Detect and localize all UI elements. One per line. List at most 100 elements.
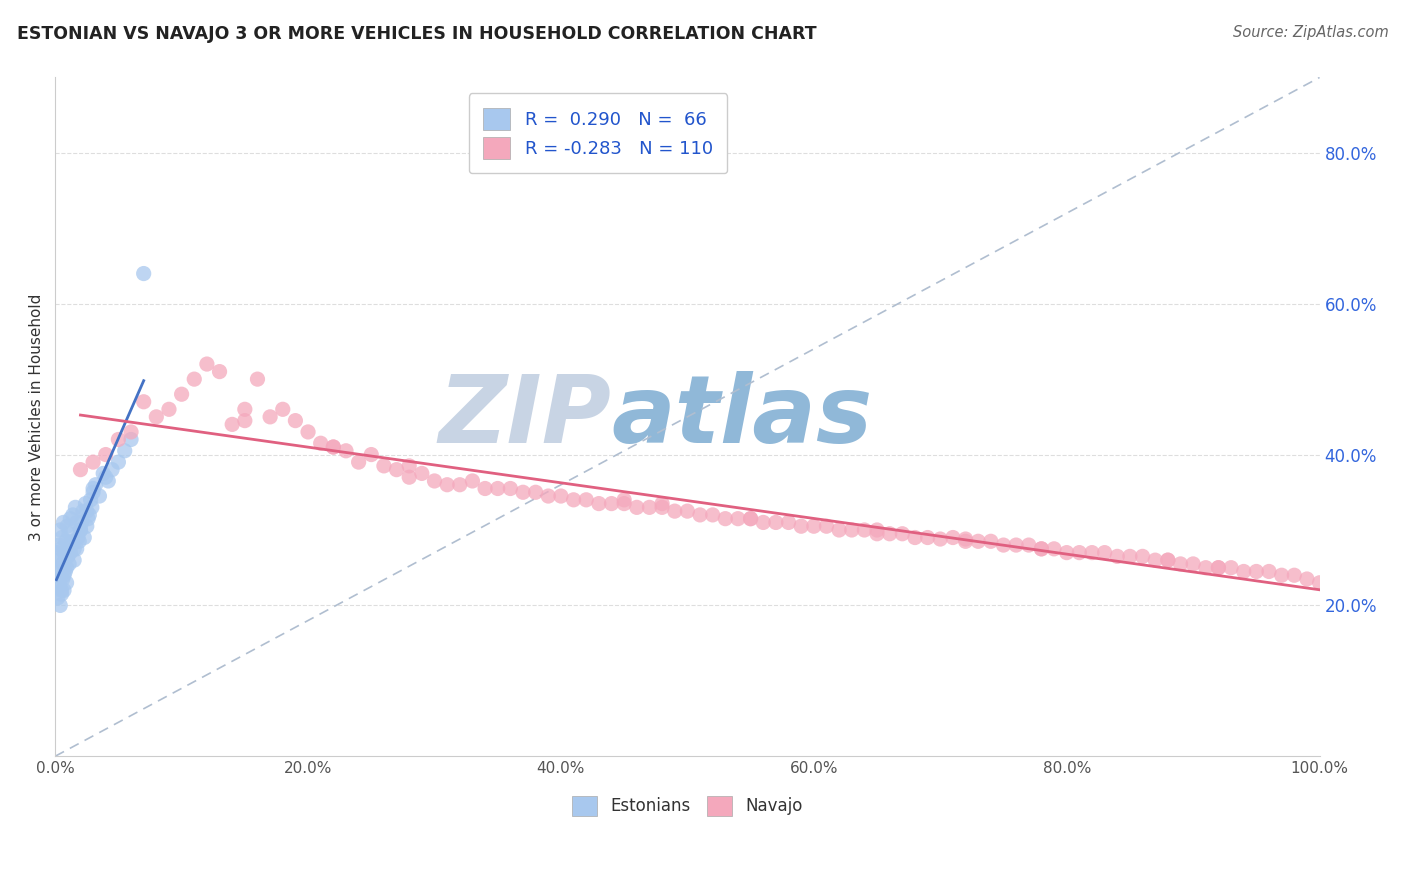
Point <box>1233 565 1256 579</box>
Point <box>917 531 939 545</box>
Point <box>52 516 75 530</box>
Point <box>53 546 76 560</box>
Point <box>1208 560 1230 574</box>
Point <box>46 568 69 582</box>
Point <box>66 516 89 530</box>
Point <box>436 477 458 491</box>
Point <box>60 534 83 549</box>
Point <box>904 531 927 545</box>
Point <box>58 557 80 571</box>
Point <box>474 482 496 496</box>
Point <box>676 504 699 518</box>
Point <box>52 557 75 571</box>
Point <box>1043 541 1066 556</box>
Point <box>815 519 838 533</box>
Point <box>56 546 79 560</box>
Point <box>82 482 104 496</box>
Point <box>63 541 86 556</box>
Point <box>73 531 96 545</box>
Point <box>1005 538 1028 552</box>
Point <box>67 534 90 549</box>
Point <box>461 474 484 488</box>
Point <box>1018 538 1040 552</box>
Point <box>740 511 762 525</box>
Point <box>157 402 180 417</box>
Point <box>347 455 370 469</box>
Point <box>284 414 307 428</box>
Point <box>702 508 724 522</box>
Point <box>77 511 100 525</box>
Point <box>49 541 72 556</box>
Point <box>512 485 534 500</box>
Point <box>132 267 155 281</box>
Point <box>120 425 142 439</box>
Point <box>53 583 76 598</box>
Point <box>335 443 357 458</box>
Point <box>56 549 79 564</box>
Point <box>1220 560 1243 574</box>
Point <box>1094 546 1116 560</box>
Point <box>1309 575 1331 590</box>
Text: atlas: atlas <box>612 371 873 463</box>
Point <box>97 474 120 488</box>
Point <box>62 508 84 522</box>
Point <box>46 591 69 605</box>
Point <box>1056 546 1078 560</box>
Point <box>1182 557 1205 571</box>
Point <box>1081 546 1104 560</box>
Point <box>82 455 104 469</box>
Point <box>56 519 79 533</box>
Point <box>297 425 319 439</box>
Point <box>891 526 914 541</box>
Point <box>49 523 72 537</box>
Point <box>322 440 344 454</box>
Point <box>1208 560 1230 574</box>
Point <box>48 538 70 552</box>
Point <box>1296 572 1319 586</box>
Point <box>373 458 395 473</box>
Point <box>1031 541 1053 556</box>
Point <box>55 534 77 549</box>
Point <box>651 500 673 515</box>
Point <box>955 532 977 546</box>
Point <box>53 549 76 564</box>
Point <box>107 433 129 447</box>
Point <box>69 463 91 477</box>
Point <box>170 387 193 401</box>
Point <box>879 526 901 541</box>
Point <box>929 532 952 546</box>
Point <box>69 523 91 537</box>
Point <box>221 417 243 432</box>
Point <box>1246 565 1268 579</box>
Point <box>309 436 332 450</box>
Point <box>94 448 117 462</box>
Point <box>499 482 522 496</box>
Point <box>1271 568 1294 582</box>
Point <box>1157 553 1180 567</box>
Point <box>1284 568 1306 582</box>
Point <box>259 409 281 424</box>
Point <box>46 553 69 567</box>
Point <box>53 568 76 582</box>
Point <box>600 497 623 511</box>
Point <box>69 523 91 537</box>
Point <box>80 500 103 515</box>
Point <box>66 541 89 556</box>
Point <box>449 477 471 491</box>
Point <box>613 492 636 507</box>
Point <box>63 553 86 567</box>
Point <box>60 538 83 552</box>
Point <box>841 523 863 537</box>
Point <box>66 531 89 545</box>
Point <box>101 463 124 477</box>
Point <box>55 575 77 590</box>
Point <box>993 538 1015 552</box>
Point <box>52 572 75 586</box>
Point <box>803 519 825 533</box>
Point <box>664 504 686 518</box>
Point <box>638 500 661 515</box>
Point <box>790 519 813 533</box>
Point <box>613 497 636 511</box>
Point <box>51 583 73 598</box>
Point <box>84 477 107 491</box>
